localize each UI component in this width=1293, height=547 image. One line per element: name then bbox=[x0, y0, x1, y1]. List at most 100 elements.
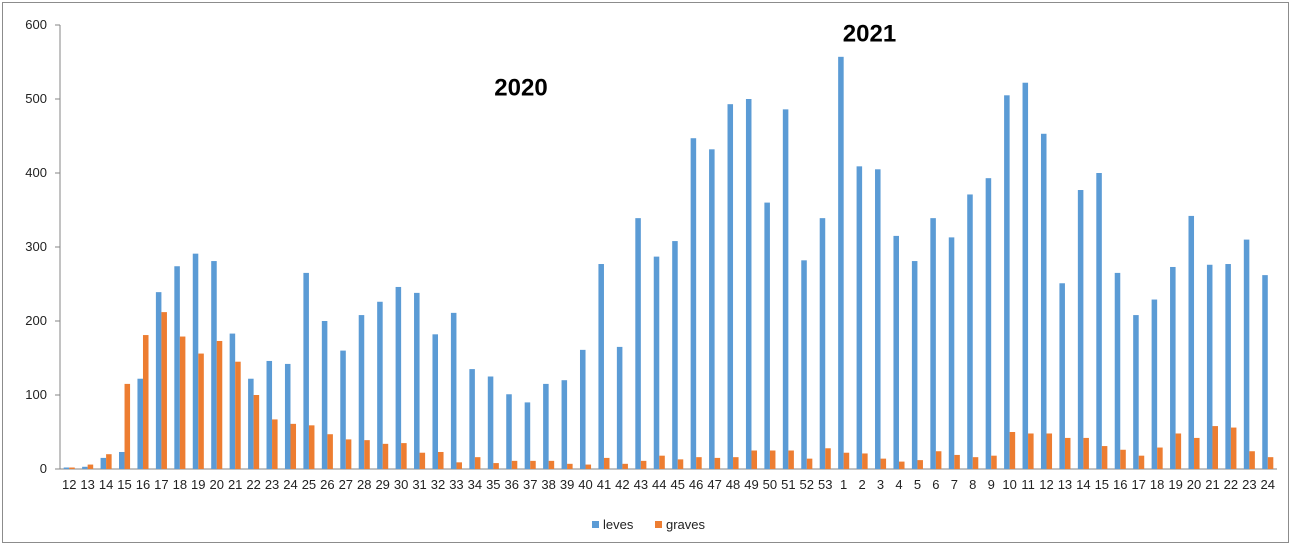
y-tick-label: 100 bbox=[25, 387, 47, 402]
bar-graves bbox=[1009, 432, 1016, 469]
x-tick-label: 15 bbox=[1095, 477, 1109, 492]
bar-graves bbox=[382, 443, 389, 469]
bar-graves bbox=[1230, 427, 1237, 469]
x-tick-label: 14 bbox=[99, 477, 113, 492]
bar-graves bbox=[769, 450, 776, 469]
bar-graves bbox=[1194, 437, 1200, 469]
bar-leves bbox=[616, 346, 623, 469]
bar-graves bbox=[714, 457, 721, 469]
bar-graves bbox=[272, 419, 278, 469]
x-tick-label: 2 bbox=[858, 477, 865, 492]
bar-leves bbox=[432, 334, 439, 469]
bar-graves bbox=[751, 450, 758, 469]
bar-leves bbox=[1243, 239, 1250, 469]
x-tick-label: 22 bbox=[1224, 477, 1238, 492]
bar-graves bbox=[640, 460, 647, 469]
x-tick-label: 6 bbox=[932, 477, 939, 492]
x-tick-label: 12 bbox=[62, 477, 76, 492]
x-tick-label: 48 bbox=[726, 477, 740, 492]
bar-leves bbox=[321, 321, 328, 469]
x-tick-label: 33 bbox=[449, 477, 463, 492]
x-tick-label: 40 bbox=[578, 477, 592, 492]
bar-leves bbox=[893, 235, 899, 469]
bar-leves bbox=[487, 376, 494, 469]
bar-graves bbox=[290, 423, 297, 469]
bar-leves bbox=[653, 256, 660, 469]
x-tick-label: 35 bbox=[486, 477, 500, 492]
x-tick-label: 17 bbox=[154, 477, 168, 492]
bar-leves bbox=[598, 264, 604, 469]
bar-leves bbox=[248, 378, 254, 469]
bar-graves bbox=[991, 455, 997, 469]
bar-graves bbox=[954, 454, 960, 469]
bar-leves bbox=[690, 138, 697, 469]
bar-graves bbox=[548, 460, 555, 469]
legend-label-graves: graves bbox=[666, 517, 706, 532]
x-tick-label: 22 bbox=[246, 477, 260, 492]
bar-graves bbox=[825, 448, 831, 469]
x-tick-label: 36 bbox=[505, 477, 519, 492]
bar-leves bbox=[524, 402, 531, 469]
bar-leves bbox=[1206, 264, 1213, 469]
x-tick-label: 53 bbox=[818, 477, 832, 492]
x-tick-label: 30 bbox=[394, 477, 408, 492]
bar-leves bbox=[801, 260, 807, 469]
bar-graves bbox=[142, 335, 149, 469]
bar-leves bbox=[745, 99, 752, 469]
legend-label-leves: leves bbox=[603, 517, 634, 532]
bar-leves bbox=[229, 333, 236, 469]
legend: leves graves bbox=[592, 517, 706, 532]
bar-leves bbox=[266, 360, 273, 469]
y-tick-label: 0 bbox=[40, 461, 47, 476]
bar-leves bbox=[1040, 133, 1047, 469]
bar-graves bbox=[935, 451, 942, 469]
y-tick-label: 600 bbox=[25, 17, 47, 32]
x-tick-label: 47 bbox=[707, 477, 721, 492]
bar-graves bbox=[788, 450, 794, 469]
bar-leves bbox=[672, 241, 678, 469]
bar-leves bbox=[137, 378, 143, 469]
bar-leves bbox=[985, 178, 992, 469]
bar-leves bbox=[469, 369, 475, 469]
x-tick-label: 20 bbox=[210, 477, 224, 492]
legend-swatch-graves bbox=[655, 521, 662, 528]
x-tick-label: 17 bbox=[1131, 477, 1145, 492]
bar-leves bbox=[1262, 275, 1268, 469]
x-tick-label: 32 bbox=[431, 477, 445, 492]
x-tick-label: 25 bbox=[302, 477, 316, 492]
bar-leves bbox=[764, 202, 770, 469]
bar-graves bbox=[659, 455, 665, 469]
bar-leves bbox=[1188, 215, 1195, 469]
bar-leves bbox=[63, 467, 70, 469]
x-tick-label: 24 bbox=[283, 477, 297, 492]
x-tick-label: 23 bbox=[265, 477, 279, 492]
x-tick-label: 12 bbox=[1039, 477, 1053, 492]
bars bbox=[63, 56, 1274, 470]
y-tick-label: 500 bbox=[25, 91, 47, 106]
bar-leves bbox=[395, 286, 402, 469]
bar-leves bbox=[1170, 266, 1176, 469]
x-tick-label: 43 bbox=[634, 477, 648, 492]
x-axis: 12 13 14 15 16 17 18 19 20 21 22 23 24 25 26 27 28 29 30 31… bbox=[60, 468, 1277, 492]
bar-leves bbox=[506, 394, 512, 469]
bar-leves bbox=[709, 149, 715, 469]
x-tick-label: 10 bbox=[1002, 477, 1016, 492]
bar-leves bbox=[155, 292, 162, 469]
legend-swatch-leves bbox=[592, 521, 599, 528]
bar-leves bbox=[1151, 299, 1158, 469]
bar-leves bbox=[82, 466, 88, 469]
x-tick-label: 29 bbox=[375, 477, 389, 492]
bar-graves bbox=[1064, 437, 1071, 469]
x-tick-label: 45 bbox=[670, 477, 684, 492]
bar-leves bbox=[838, 56, 844, 469]
bar-leves bbox=[192, 253, 199, 469]
x-tick-label: 51 bbox=[781, 477, 795, 492]
bar-leves bbox=[284, 363, 291, 469]
bar-graves bbox=[1083, 437, 1089, 469]
bar-leves bbox=[303, 272, 309, 469]
bar-graves bbox=[1028, 433, 1034, 469]
bar-leves bbox=[414, 292, 420, 469]
x-tick-label: 16 bbox=[136, 477, 150, 492]
x-tick-label: 21 bbox=[1205, 477, 1219, 492]
bar-graves bbox=[1175, 433, 1182, 469]
